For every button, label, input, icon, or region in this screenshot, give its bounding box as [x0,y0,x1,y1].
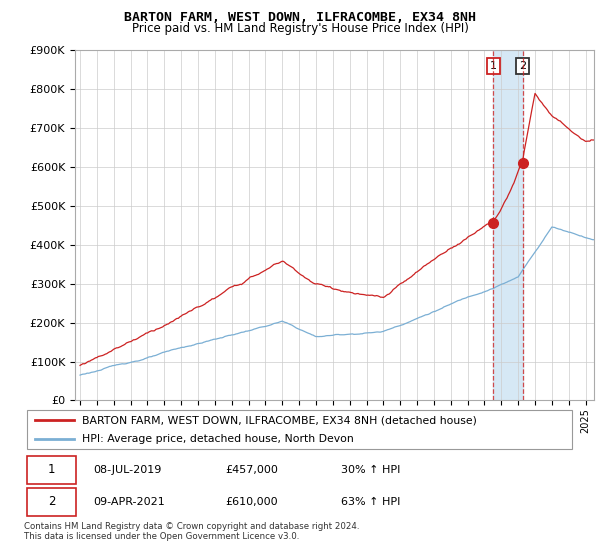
Bar [493,50,523,400]
Text: 2: 2 [48,496,55,508]
FancyBboxPatch shape [27,410,572,449]
Text: 1: 1 [490,61,497,71]
FancyBboxPatch shape [27,455,76,484]
Text: 63% ↑ HPI: 63% ↑ HPI [341,497,401,507]
Text: Contains HM Land Registry data © Crown copyright and database right 2024.
This d: Contains HM Land Registry data © Crown c… [24,522,359,542]
Text: £457,000: £457,000 [226,465,278,475]
Text: 08-JUL-2019: 08-JUL-2019 [93,465,161,475]
Text: 09-APR-2021: 09-APR-2021 [93,497,165,507]
FancyBboxPatch shape [27,488,76,516]
Text: Price paid vs. HM Land Registry's House Price Index (HPI): Price paid vs. HM Land Registry's House … [131,22,469,35]
Text: 1: 1 [48,463,55,476]
Text: BARTON FARM, WEST DOWN, ILFRACOMBE, EX34 8NH (detached house): BARTON FARM, WEST DOWN, ILFRACOMBE, EX34… [82,415,477,425]
Text: HPI: Average price, detached house, North Devon: HPI: Average price, detached house, Nort… [82,435,354,445]
Text: 30% ↑ HPI: 30% ↑ HPI [341,465,401,475]
Text: £610,000: £610,000 [226,497,278,507]
Text: BARTON FARM, WEST DOWN, ILFRACOMBE, EX34 8NH: BARTON FARM, WEST DOWN, ILFRACOMBE, EX34… [124,11,476,24]
Text: 2: 2 [519,61,526,71]
